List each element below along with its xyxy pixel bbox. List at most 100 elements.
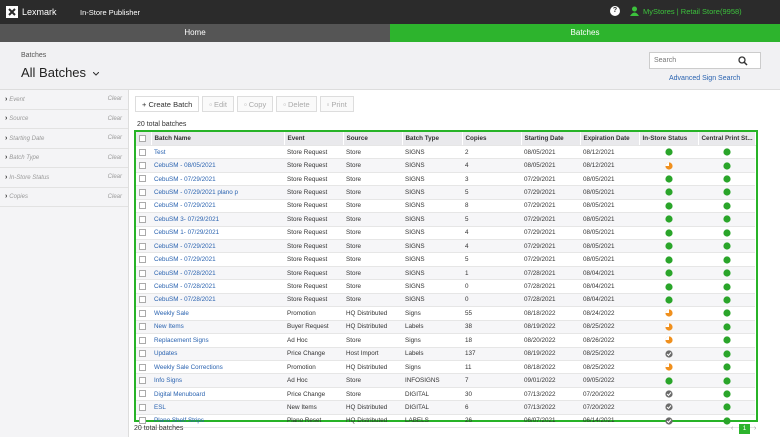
filter-clear[interactable]: Clear <box>107 174 122 181</box>
filter-clear[interactable]: Clear <box>107 193 122 200</box>
batch-name-link[interactable]: CebuSM 3- 07/29/2021 <box>151 212 284 227</box>
checkbox[interactable] <box>139 363 146 371</box>
filter-clear[interactable]: Clear <box>107 96 122 103</box>
checkbox[interactable] <box>139 403 146 411</box>
checkbox[interactable] <box>139 175 146 183</box>
advanced-search-link[interactable]: Advanced Sign Search <box>669 75 741 82</box>
batch-name-link[interactable]: CebuSM - 08/05/2021 <box>151 158 284 173</box>
batch-name-link[interactable]: Test <box>151 145 284 160</box>
batch-name-link[interactable]: CebuSM - 07/29/2021 <box>151 199 284 214</box>
batch-name-link[interactable]: CebuSM - 07/29/2021 <box>151 172 284 187</box>
filter-label[interactable]: › Event <box>5 95 25 103</box>
column-header[interactable]: Expiration Date <box>580 132 640 146</box>
filter-row[interactable]: › Starting Date Clear <box>0 129 128 149</box>
checkbox[interactable] <box>139 202 146 210</box>
filter-row[interactable]: › In-Store Status Clear <box>0 168 128 188</box>
filter-label[interactable]: › Batch Type <box>5 154 40 162</box>
checkbox[interactable] <box>139 188 146 196</box>
checkbox[interactable] <box>139 323 146 331</box>
column-header[interactable]: Starting Date <box>521 132 581 146</box>
filter-text[interactable]: Event <box>9 96 25 103</box>
column-header[interactable]: Batch Type <box>402 132 463 146</box>
batch-name-link[interactable]: Replacement Signs <box>151 333 284 348</box>
checkbox[interactable] <box>139 309 146 317</box>
checkbox[interactable] <box>139 282 146 290</box>
batch-name-link[interactable]: Digital Menuboard <box>151 387 284 402</box>
checkbox[interactable] <box>139 148 146 156</box>
column-header[interactable]: Copies <box>462 132 522 146</box>
column-header[interactable]: Event <box>284 132 344 146</box>
prev-page[interactable]: ‹ <box>731 425 734 432</box>
tab[interactable]: Home <box>0 24 390 42</box>
checkbox[interactable] <box>139 336 146 344</box>
checkbox[interactable] <box>139 417 146 425</box>
filter-row[interactable]: › Source Clear <box>0 110 128 129</box>
filter-label[interactable]: › Copies <box>5 193 28 201</box>
status-cell <box>698 360 755 375</box>
batch-name-link[interactable]: Updates <box>151 347 284 361</box>
checkbox[interactable] <box>139 296 146 304</box>
column-header[interactable]: In-Store Status <box>639 132 699 146</box>
toolbar-button[interactable]: ▫ Copy <box>236 96 274 112</box>
filter-row[interactable]: › Batch Type Clear <box>0 149 128 168</box>
tab-active[interactable]: Batches <box>390 24 780 42</box>
filter-row[interactable]: › Event Clear <box>0 90 128 110</box>
checkbox[interactable] <box>139 377 146 384</box>
toolbar-button[interactable]: ▫ Print <box>319 96 354 112</box>
search-box[interactable]: Search <box>649 52 761 69</box>
checkbox[interactable] <box>139 269 146 277</box>
filter-label[interactable]: › In-Store Status <box>5 173 50 181</box>
column-header[interactable]: Source <box>343 132 403 146</box>
batch-name-link[interactable]: CebuSM - 07/28/2021 <box>151 279 284 294</box>
toolbar-button[interactable]: + Create Batch <box>135 96 200 112</box>
batch-name-link[interactable]: New Items <box>151 320 284 335</box>
filter-row[interactable]: › Copies Clear <box>0 188 128 207</box>
batch-name-link[interactable]: Weekly Sale Corrections <box>151 360 284 375</box>
batch-name-link[interactable]: Weekly Sale <box>151 306 284 321</box>
batch-name-link[interactable]: CebuSM - 07/29/2021 <box>151 252 284 267</box>
status-cell <box>639 145 698 160</box>
cell: 08/26/2022 <box>580 333 639 348</box>
filter-label[interactable]: › Source <box>5 115 29 123</box>
batch-name-link[interactable]: CebuSM - 07/28/2021 <box>151 293 284 308</box>
checkbox[interactable] <box>139 134 146 142</box>
batch-name-link[interactable]: Info Signs <box>151 373 284 388</box>
filter-clear[interactable]: Clear <box>107 115 122 122</box>
table-row: CebuSM 1- 07/29/2021 Store Request Store SI… <box>136 226 755 241</box>
filter-text[interactable]: Starting Date <box>9 135 45 142</box>
filter-clear[interactable]: Clear <box>107 154 122 161</box>
filter-text[interactable]: Batch Type <box>9 155 40 162</box>
batch-name-link[interactable]: CebuSM - 07/29/2021 <box>151 239 284 254</box>
column-header[interactable]: Batch Name <box>151 132 285 146</box>
filter-text[interactable]: Copies <box>9 194 28 201</box>
toolbar-button[interactable]: ▫ Delete <box>276 96 317 112</box>
batch-name-link[interactable]: CebuSM - 07/29/2021 plano p <box>151 185 284 200</box>
search-icon[interactable] <box>738 56 748 66</box>
checkbox[interactable] <box>139 162 146 169</box>
next-page[interactable]: › <box>754 425 757 432</box>
cell: 08/04/2021 <box>580 279 639 294</box>
checkbox[interactable] <box>139 215 146 223</box>
filter-label[interactable]: › Starting Date <box>5 134 45 142</box>
batch-name-link[interactable]: CebuSM - 07/28/2021 <box>151 266 284 281</box>
batch-name-link[interactable]: CebuSM 1- 07/29/2021 <box>151 226 284 241</box>
filter-text[interactable]: In-Store Status <box>9 174 50 181</box>
filter-text[interactable]: Source <box>9 116 29 123</box>
checkbox[interactable] <box>139 229 146 237</box>
store-selector[interactable]: MyStores | Retail Store(9958) <box>643 7 742 16</box>
page-number[interactable]: 1 <box>739 424 750 434</box>
status-cell <box>639 239 698 254</box>
column-header[interactable]: Central Print St... <box>698 132 756 146</box>
batch-name-link[interactable]: Plano Shelf Strips <box>151 414 284 429</box>
checkbox[interactable] <box>139 350 146 358</box>
checkbox[interactable] <box>139 256 146 264</box>
batch-name-link[interactable]: ESL <box>151 400 284 415</box>
status-cell <box>698 279 755 294</box>
page-title[interactable]: All Batches <box>21 65 87 80</box>
help[interactable]: ? <box>610 6 620 16</box>
checkbox[interactable] <box>139 242 146 250</box>
toolbar-button[interactable]: ▫ Edit <box>202 96 234 112</box>
filter-clear[interactable]: Clear <box>107 135 122 142</box>
checkbox[interactable] <box>139 390 146 398</box>
cell: Price Change <box>284 387 343 402</box>
